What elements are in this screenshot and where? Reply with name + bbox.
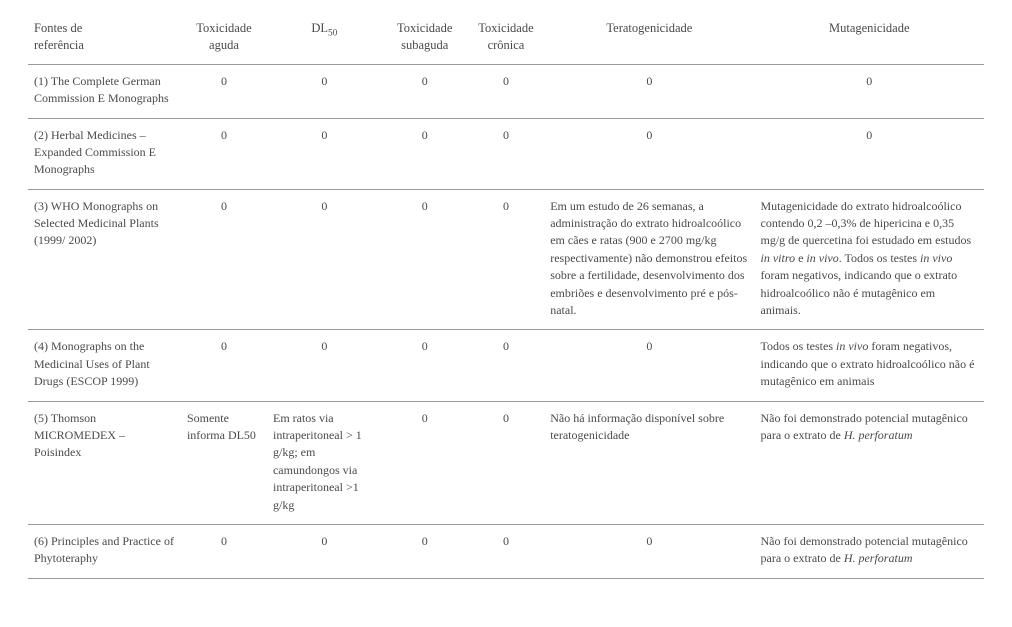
header-text: Fontes de: [34, 21, 82, 35]
header-text: Teratogenicidade: [606, 21, 692, 35]
cell-ref: (1) The Complete German Commission E Mon…: [28, 64, 181, 118]
cell-ref: (5) Thomson MICROMEDEX – Poisindex: [28, 401, 181, 524]
table-row: (5) Thomson MICROMEDEX – Poisindex Somen…: [28, 401, 984, 524]
cell-ter: Em um estudo de 26 semanas, a administra…: [544, 189, 754, 330]
cell-dl: 0: [267, 64, 382, 118]
col-header-dl50: DL50: [267, 12, 382, 64]
table-row: (3) WHO Monographs on Selected Medicinal…: [28, 189, 984, 330]
header-text: crônica: [488, 38, 525, 52]
cell-sub: 0: [382, 64, 468, 118]
mut-text: Mutagenicidade do extrato hidroalcoólico…: [761, 199, 972, 248]
mut-text: e: [795, 251, 806, 265]
cell-mut: 0: [755, 64, 984, 118]
cell-tox: 0: [181, 64, 267, 118]
cell-cro: 0: [468, 189, 544, 330]
table-header: Fontes de referência Toxicidade aguda DL…: [28, 12, 984, 64]
mut-text: foram negativos, indicando que o extrato…: [761, 268, 958, 317]
cell-ref: (6) Principles and Practice of Phytotera…: [28, 524, 181, 578]
mut-italic: in vivo: [806, 251, 838, 265]
cell-sub: 0: [382, 330, 468, 401]
col-header-ref: Fontes de referência: [28, 12, 181, 64]
toxicity-table: Fontes de referência Toxicidade aguda DL…: [28, 12, 984, 579]
col-header-tox-cronica: Toxicidade crônica: [468, 12, 544, 64]
cell-tox: Somente informa DL50: [181, 401, 267, 524]
header-text: subaguda: [401, 38, 448, 52]
cell-ref: (3) WHO Monographs on Selected Medicinal…: [28, 189, 181, 330]
mut-italic: in vivo: [836, 339, 868, 353]
page: Fontes de referência Toxicidade aguda DL…: [0, 0, 1012, 597]
cell-tox: 0: [181, 524, 267, 578]
cell-cro: 0: [468, 118, 544, 189]
header-text: aguda: [209, 38, 239, 52]
cell-ref: (4) Monographs on the Medicinal Uses of …: [28, 330, 181, 401]
table-row: (1) The Complete German Commission E Mon…: [28, 64, 984, 118]
header-text: referência: [34, 38, 84, 52]
cell-dl: 0: [267, 330, 382, 401]
cell-mut: Não foi demonstrado potencial mutagênico…: [755, 524, 984, 578]
mut-italic: H. perforatum: [844, 551, 913, 565]
cell-ter: 0: [544, 330, 754, 401]
cell-cro: 0: [468, 524, 544, 578]
cell-dl: 0: [267, 118, 382, 189]
cell-mut: Todos os testes in vivo foram negativos,…: [755, 330, 984, 401]
cell-dl: 0: [267, 524, 382, 578]
col-header-tox-subaguda: Toxicidade subaguda: [382, 12, 468, 64]
header-text: Toxicidade: [397, 21, 452, 35]
col-header-mutagenicidade: Mutagenicidade: [755, 12, 984, 64]
table-body: (1) The Complete German Commission E Mon…: [28, 64, 984, 578]
header-text: DL: [311, 21, 328, 35]
table-row: (4) Monographs on the Medicinal Uses of …: [28, 330, 984, 401]
cell-ter: 0: [544, 118, 754, 189]
header-text: Mutagenicidade: [829, 21, 910, 35]
cell-ter: 0: [544, 524, 754, 578]
cell-sub: 0: [382, 401, 468, 524]
cell-cro: 0: [468, 64, 544, 118]
cell-mut: Mutagenicidade do extrato hidroalcoólico…: [755, 189, 984, 330]
mut-text: Todos os testes: [761, 339, 837, 353]
cell-mut: 0: [755, 118, 984, 189]
header-text: Toxicidade: [478, 21, 533, 35]
table-row: (2) Herbal Medicines – Expanded Commissi…: [28, 118, 984, 189]
cell-dl: Em ratos via intraperitoneal > 1 g/kg; e…: [267, 401, 382, 524]
cell-cro: 0: [468, 330, 544, 401]
cell-tox: 0: [181, 189, 267, 330]
cell-dl: 0: [267, 189, 382, 330]
header-row: Fontes de referência Toxicidade aguda DL…: [28, 12, 984, 64]
mut-text: . Todos os testes: [839, 251, 920, 265]
cell-tox: 0: [181, 118, 267, 189]
cell-mut: Não foi demonstrado potencial mutagênico…: [755, 401, 984, 524]
cell-ref: (2) Herbal Medicines – Expanded Commissi…: [28, 118, 181, 189]
table-row: (6) Principles and Practice of Phytotera…: [28, 524, 984, 578]
cell-sub: 0: [382, 189, 468, 330]
col-header-teratogenicidade: Teratogenicidade: [544, 12, 754, 64]
cell-sub: 0: [382, 524, 468, 578]
cell-cro: 0: [468, 401, 544, 524]
header-sub: 50: [328, 29, 337, 39]
mut-italic: in vitro: [761, 251, 796, 265]
header-text: Toxicidade: [196, 21, 251, 35]
cell-tox: 0: [181, 330, 267, 401]
mut-italic: in vivo: [920, 251, 952, 265]
cell-sub: 0: [382, 118, 468, 189]
cell-ter: 0: [544, 64, 754, 118]
col-header-tox-aguda: Toxicidade aguda: [181, 12, 267, 64]
cell-ter: Não há informação disponível sobre terat…: [544, 401, 754, 524]
mut-italic: H. perforatum: [844, 428, 913, 442]
